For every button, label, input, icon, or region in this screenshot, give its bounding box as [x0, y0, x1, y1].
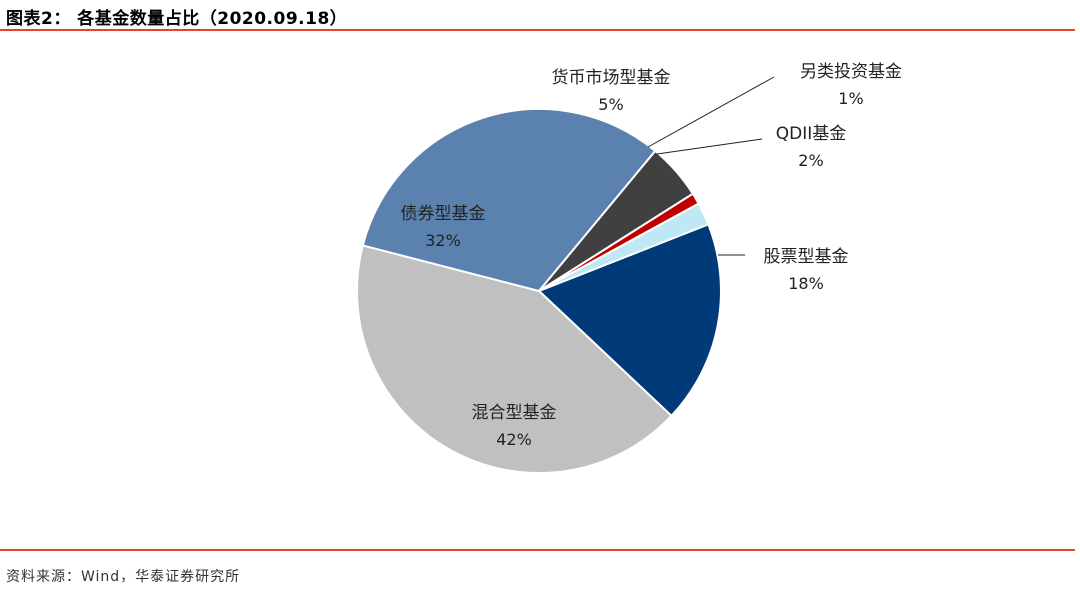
- pie-slice-1: [537, 222, 722, 418]
- slice-percent-1: 18%: [788, 274, 824, 293]
- slice-label-4: 货币市场型基金: [552, 68, 671, 88]
- bottom-divider: [0, 549, 1075, 551]
- slice-percent-3: 32%: [425, 231, 461, 250]
- figure-title: 图表2： 各基金数量占比（2020.09.18）: [6, 9, 348, 29]
- slice-label-1: 股票型基金: [764, 247, 849, 267]
- top-divider: [0, 29, 1075, 31]
- slice-label-3: 债券型基金: [401, 204, 486, 224]
- leader-line-5: [647, 76, 775, 148]
- figure-header: 图表2： 各基金数量占比（2020.09.18）: [0, 0, 1080, 32]
- source-note: 资料来源：Wind，华泰证券研究所: [6, 569, 241, 585]
- pie-labels: 股票型基金 18% 混合型基金 42% 债券型基金 32% 货币市场型基金 5% 另类投资基金 1…: [401, 62, 903, 449]
- pie-slice-3: [361, 108, 657, 293]
- pie-slice-6: [538, 202, 710, 292]
- leader-line-6: [656, 138, 763, 155]
- slice-label-6: QDII基金: [776, 124, 847, 144]
- slice-label-5: 另类投资基金: [800, 62, 902, 82]
- slice-percent-2: 42%: [496, 430, 532, 449]
- slice-label-2: 混合型基金: [472, 403, 557, 423]
- slice-percent-6: 2%: [798, 151, 823, 170]
- slice-percent-4: 5%: [598, 95, 623, 114]
- slice-percent-5: 1%: [838, 89, 863, 108]
- pie-slices: [356, 108, 722, 474]
- pie-slice-2: [356, 244, 673, 474]
